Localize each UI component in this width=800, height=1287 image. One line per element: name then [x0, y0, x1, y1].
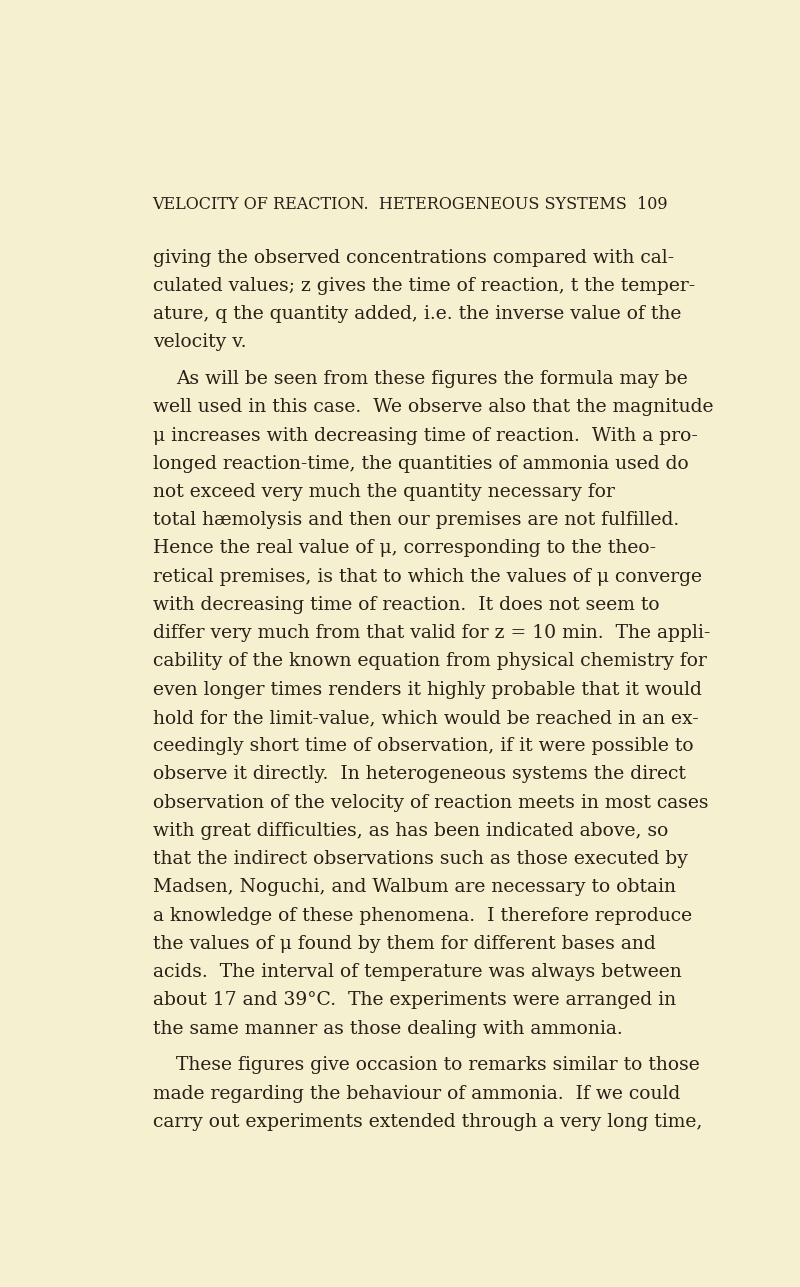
Text: total hæmolysis and then our premises are not fulfilled.: total hæmolysis and then our premises ar…	[153, 511, 679, 529]
Text: culated values; z gives the time of reaction, t the temper-: culated values; z gives the time of reac…	[153, 277, 695, 295]
Text: that the indirect observations such as those executed by: that the indirect observations such as t…	[153, 851, 687, 869]
Text: Hence the real value of μ, corresponding to the theo-: Hence the real value of μ, corresponding…	[153, 539, 656, 557]
Text: a knowledge of these phenomena.  I therefore reproduce: a knowledge of these phenomena. I theref…	[153, 906, 692, 924]
Text: giving the observed concentrations compared with cal-: giving the observed concentrations compa…	[153, 248, 674, 266]
Text: These figures give occasion to remarks similar to those: These figures give occasion to remarks s…	[176, 1057, 700, 1075]
Text: VELOCITY OF REACTION.  HETEROGENEOUS SYSTEMS  109: VELOCITY OF REACTION. HETEROGENEOUS SYST…	[152, 196, 668, 214]
Text: ceedingly short time of observation, if it were possible to: ceedingly short time of observation, if …	[153, 737, 694, 755]
Text: the values of μ found by them for different bases and: the values of μ found by them for differ…	[153, 934, 655, 952]
Text: μ increases with decreasing time of reaction.  With a pro-: μ increases with decreasing time of reac…	[153, 426, 698, 444]
Text: the same manner as those dealing with ammonia.: the same manner as those dealing with am…	[153, 1019, 622, 1037]
Text: cability of the known equation from physical chemistry for: cability of the known equation from phys…	[153, 653, 706, 671]
Text: As will be seen from these figures the formula may be: As will be seen from these figures the f…	[176, 371, 688, 387]
Text: differ very much from that valid for z = 10 min.  The appli-: differ very much from that valid for z =…	[153, 624, 710, 642]
Text: Madsen, Noguchi, and Walbum are necessary to obtain: Madsen, Noguchi, and Walbum are necessar…	[153, 879, 676, 897]
Text: with great difficulties, as has been indicated above, so: with great difficulties, as has been ind…	[153, 822, 668, 840]
Text: retical premises, is that to which the values of μ converge: retical premises, is that to which the v…	[153, 568, 702, 586]
Text: carry out experiments extended through a very long time,: carry out experiments extended through a…	[153, 1113, 702, 1131]
Text: made regarding the behaviour of ammonia.  If we could: made regarding the behaviour of ammonia.…	[153, 1085, 680, 1103]
Text: ature, q the quantity added, i.e. the inverse value of the: ature, q the quantity added, i.e. the in…	[153, 305, 681, 323]
Text: velocity v.: velocity v.	[153, 333, 246, 351]
Text: not exceed very much the quantity necessary for: not exceed very much the quantity necess…	[153, 483, 614, 501]
Text: about 17 and 39°C.  The experiments were arranged in: about 17 and 39°C. The experiments were …	[153, 991, 676, 1009]
Text: observe it directly.  In heterogeneous systems the direct: observe it directly. In heterogeneous sy…	[153, 766, 686, 784]
Text: well used in this case.  We observe also that the magnitude: well used in this case. We observe also …	[153, 398, 714, 416]
Text: acids.  The interval of temperature was always between: acids. The interval of temperature was a…	[153, 963, 682, 981]
Text: with decreasing time of reaction.  It does not seem to: with decreasing time of reaction. It doe…	[153, 596, 659, 614]
Text: observation of the velocity of reaction meets in most cases: observation of the velocity of reaction …	[153, 794, 708, 812]
Text: even longer times renders it highly probable that it would: even longer times renders it highly prob…	[153, 681, 702, 699]
Text: hold for the limit-value, which would be reached in an ex-: hold for the limit-value, which would be…	[153, 709, 698, 727]
Text: longed reaction-time, the quantities of ammonia used do: longed reaction-time, the quantities of …	[153, 454, 689, 472]
